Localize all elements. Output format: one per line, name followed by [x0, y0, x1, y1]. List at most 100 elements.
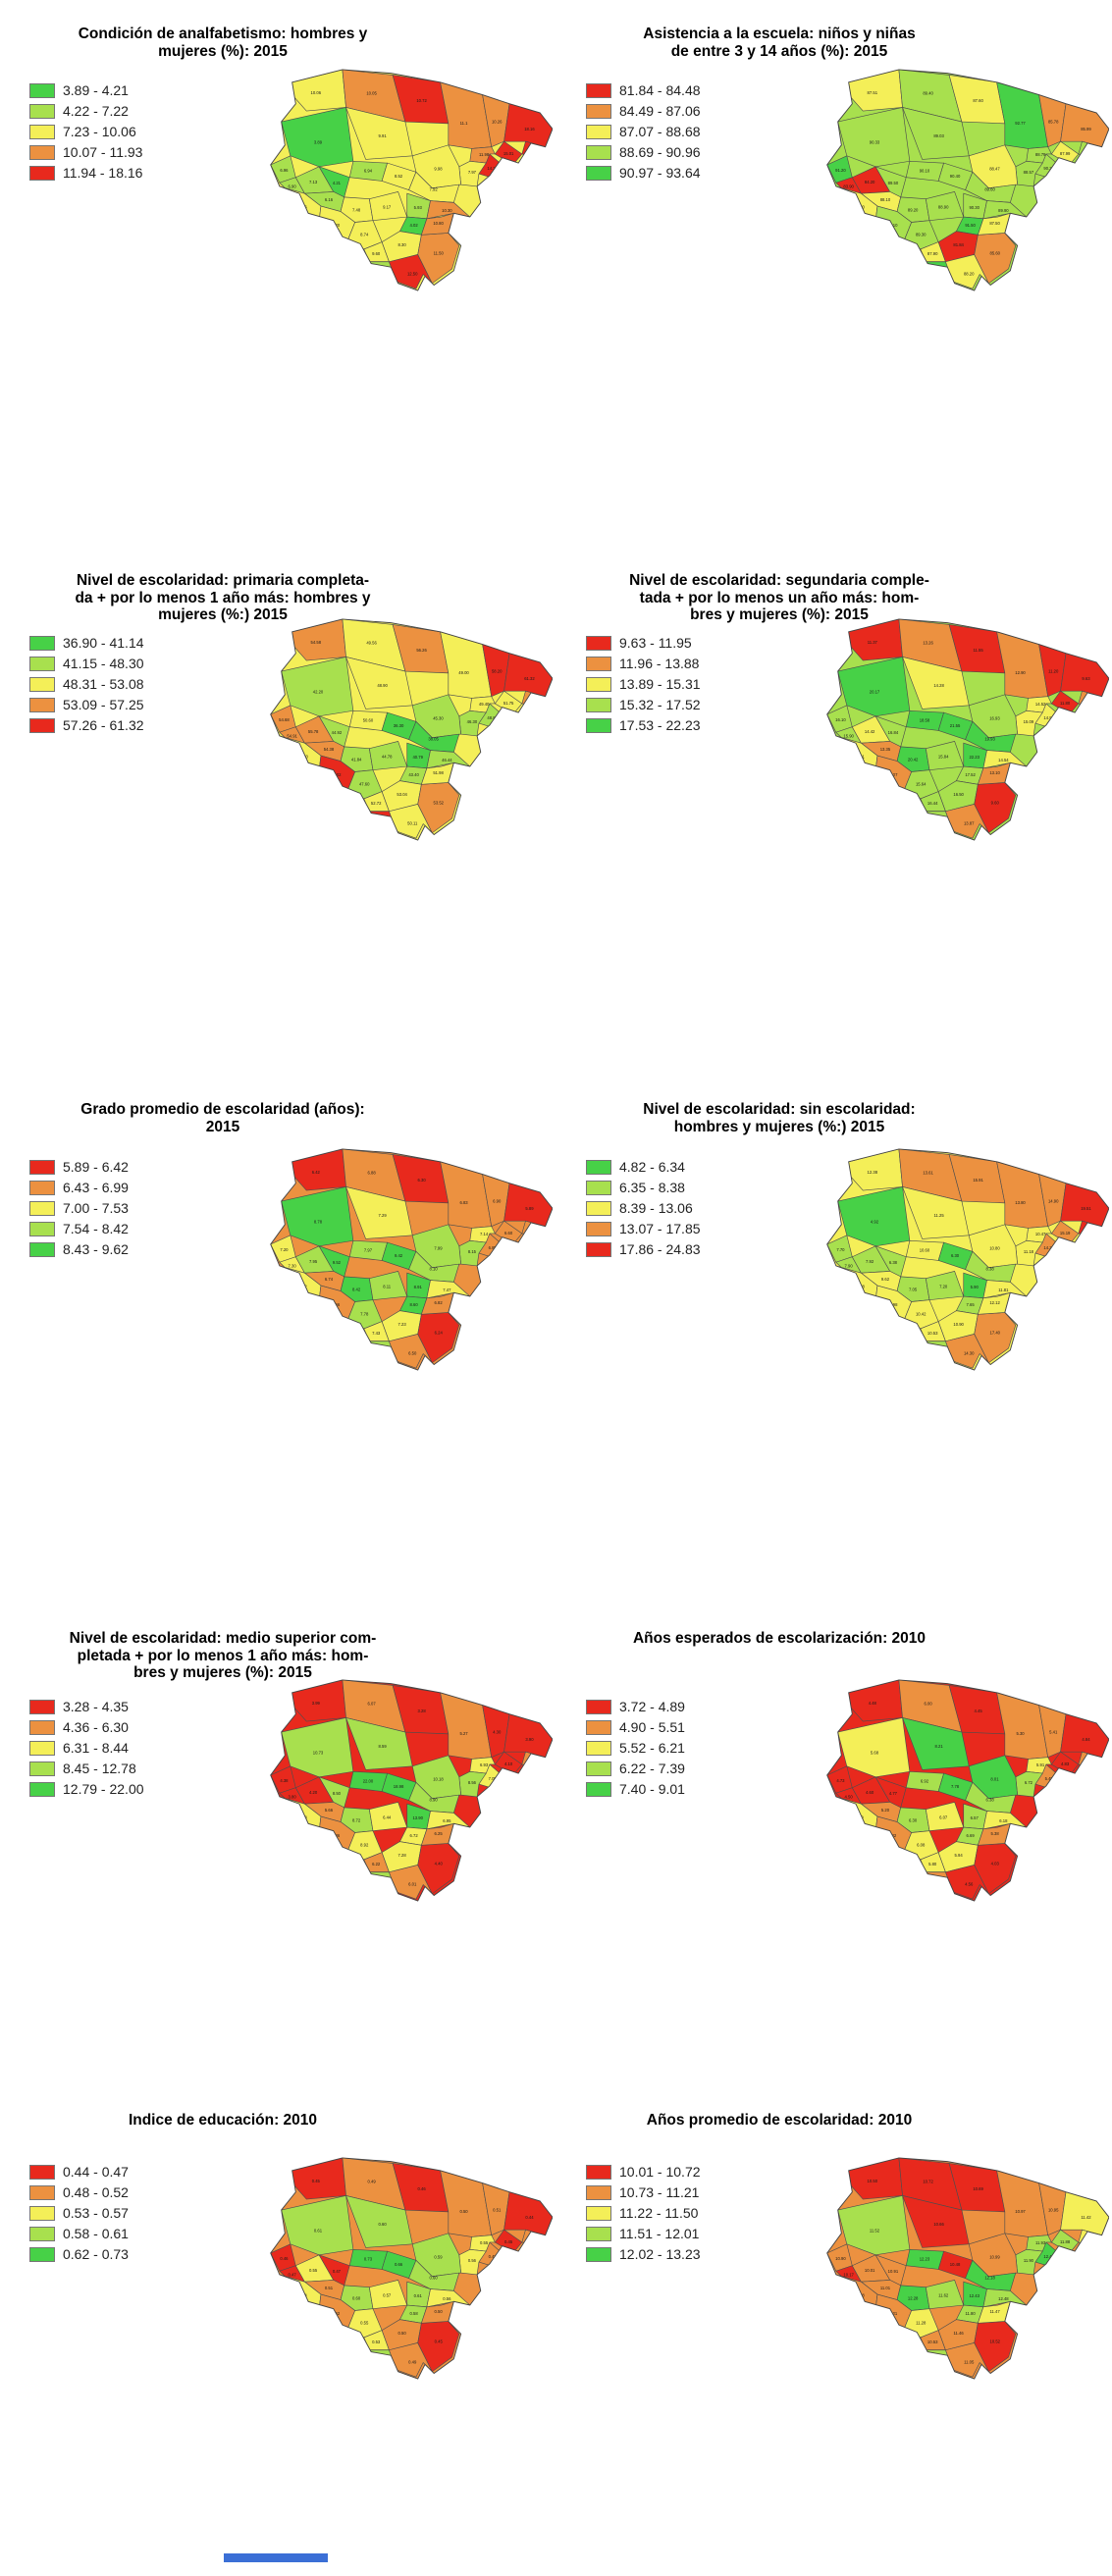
region-value-label: 4.40 — [435, 1862, 444, 1866]
region-value-label: 0.55 — [480, 2240, 489, 2245]
region-value-label: 7.99 — [434, 1245, 443, 1250]
region-value-label: 16.93 — [989, 715, 1000, 720]
region-value-label: 7.05 — [909, 1287, 918, 1291]
region-value-label: 55.78 — [308, 729, 319, 734]
region-value-label: 5.94 — [955, 1853, 964, 1858]
region-value-label: 13.61 — [923, 1171, 933, 1176]
region-value-label: 4.48 — [869, 1701, 877, 1706]
region-value-label: 49.40 — [479, 702, 490, 707]
region-value-label: 11.05 — [964, 2360, 975, 2365]
region-value-label: 15.31 — [854, 754, 865, 759]
legend-swatch — [29, 656, 55, 671]
region-value-label: 0.52 — [529, 2235, 538, 2240]
region-value-label: 10.66 — [933, 2222, 944, 2227]
legend-item: 53.09 - 57.25 — [29, 697, 144, 712]
state-map-svg: 0.45 0.49 0.46 0.50 0.51 0.44 0.52 0.45 0.48 0.55… — [270, 2157, 554, 2380]
region-value-label: 3.99 — [312, 1701, 321, 1706]
state-map-svg: 12.38 13.61 15.91 13.80 14.90 19.51 24.83 15.19… — [826, 1148, 1110, 1371]
region-value-label: 12.12 — [989, 1300, 1000, 1305]
legend-item: 3.28 - 4.35 — [29, 1699, 144, 1714]
legend-item: 4.36 - 6.30 — [29, 1719, 144, 1735]
legend-range-label: 7.54 - 8.42 — [63, 1221, 129, 1236]
region-value-label: 6.38 — [986, 1798, 995, 1803]
region-value-label: 5.93 — [414, 205, 423, 210]
map-title-line: Nivel de escolaridad: primaria completa- — [76, 572, 370, 589]
region-value-label: 8.38 — [986, 1267, 995, 1272]
legend-swatch — [586, 1221, 611, 1236]
legend-swatch — [29, 82, 55, 98]
region-value-label: 21.55 — [950, 723, 961, 728]
legend-swatch — [29, 1699, 55, 1714]
region-value-label: 13.26 — [923, 641, 933, 646]
region-value-label: 0.50 — [459, 2209, 468, 2214]
map-title-line: Asistencia a la escuela: niños y niñas — [643, 26, 916, 42]
region-value-label: 11.28 — [916, 2321, 927, 2326]
region-value-label: 54.91 — [287, 733, 297, 738]
region-value-label: 7.20 — [939, 1284, 948, 1288]
region-value-label: 7.78 — [951, 1784, 960, 1789]
region-value-label: 9.42 — [395, 1253, 403, 1258]
legend-item: 13.89 - 15.31 — [586, 676, 701, 692]
region-value-label: 0.50 — [435, 2309, 444, 2314]
region-value-label: 42.20 — [313, 690, 324, 695]
region-value-label: 3.89 — [314, 140, 323, 145]
region-value-label: 84.20 — [865, 180, 875, 184]
map-panel-secundaria-completada: Nivel de escolaridad: segundaria comple-… — [556, 515, 1112, 1030]
region-value-label: 54.58 — [311, 640, 322, 645]
region-value-label: 6.85 — [489, 1245, 498, 1250]
region-value-label: 6.44 — [383, 1814, 392, 1819]
region-value-label: 8.92 — [360, 1843, 369, 1848]
region-value-label: 0.60 — [430, 2276, 439, 2281]
region-value-label: 10.99 — [989, 2254, 1000, 2259]
legend-swatch — [586, 165, 611, 181]
region-value-label: 12.38 — [868, 1170, 878, 1175]
legend-item: 87.07 - 88.68 — [586, 124, 701, 139]
municipality-region — [503, 653, 553, 698]
region-value-label: 15.19 — [1060, 1231, 1071, 1235]
region-value-label: 40.79 — [412, 755, 423, 760]
region-value-label: 10.80 — [989, 1245, 1000, 1250]
legend-swatch — [586, 2226, 611, 2241]
region-value-label: 11.18 — [855, 2292, 866, 2297]
region-value-label: 7.30 — [289, 1263, 297, 1268]
region-value-label: 59.30 — [378, 816, 389, 821]
region-value-label: 10.26 — [492, 119, 503, 124]
region-value-label: 6.16 — [325, 197, 334, 202]
choropleth-map: 4.48 6.00 4.45 5.30 5.41 4.84 5.08 4.83 5.45 5.91… — [813, 1669, 1110, 1917]
region-value-label: 4.02 — [410, 223, 419, 228]
legend-range-label: 0.58 - 0.61 — [63, 2226, 129, 2241]
state-map-svg: 10.50 10.72 10.69 10.97 10.95 11.42 11.38 11.88… — [826, 2157, 1110, 2380]
region-value-label: 6.42 — [312, 1170, 321, 1175]
region-value-label: 7.95 — [309, 1259, 318, 1264]
legend-swatch — [29, 1221, 55, 1236]
region-value-label: 8.72 — [352, 1817, 361, 1822]
region-value-label: 6.74 — [325, 1277, 334, 1282]
legend-range-label: 13.89 - 15.31 — [619, 676, 701, 692]
region-value-label: 9.17 — [383, 204, 392, 209]
region-value-label: 7.20 — [280, 1247, 289, 1252]
region-value-label: 49.00 — [458, 670, 469, 675]
region-value-label: 5.80 — [928, 1862, 937, 1866]
legend-range-label: 0.62 - 0.73 — [63, 2246, 129, 2262]
municipality-region — [503, 2191, 553, 2236]
region-value-label: 10.18 — [433, 1776, 444, 1781]
state-map-svg: 10.06 10.05 10.72 11.1 10.26 18.16 16.90 15.01 1… — [270, 69, 554, 291]
map-title: Grado promedio de escolaridad (años): 201… — [12, 1030, 434, 1135]
legend-item: 0.53 - 0.57 — [29, 2205, 129, 2221]
region-value-label: 81.84 — [953, 242, 964, 247]
region-value-label: 4.95 — [935, 1877, 944, 1882]
region-value-label: 6.08 — [917, 1843, 926, 1848]
region-value-label: 0.56 — [443, 2296, 451, 2301]
region-value-label: 13.10 — [989, 770, 1000, 775]
region-value-label: 0.56 — [468, 2258, 477, 2263]
region-value-label: 11.01 — [880, 2286, 891, 2290]
region-value-label: 10.30 — [442, 208, 452, 213]
map-panel-anos-esperados-2010: Años esperados de escolarización: 2010 3… — [556, 1546, 1112, 2061]
map-title-line: Nivel de escolaridad: sin escolaridad: — [643, 1101, 916, 1118]
state-map-svg: 54.58 49.56 56.26 49.00 58.20 61.32 54.30 51.75… — [270, 618, 554, 841]
region-value-label: 89.50 — [888, 181, 899, 185]
legend-item: 12.79 - 22.00 — [29, 1781, 144, 1797]
region-value-label: 0.45 — [312, 2179, 321, 2183]
municipality-region — [1060, 1713, 1109, 1759]
region-value-label: 14.29 — [487, 166, 498, 171]
